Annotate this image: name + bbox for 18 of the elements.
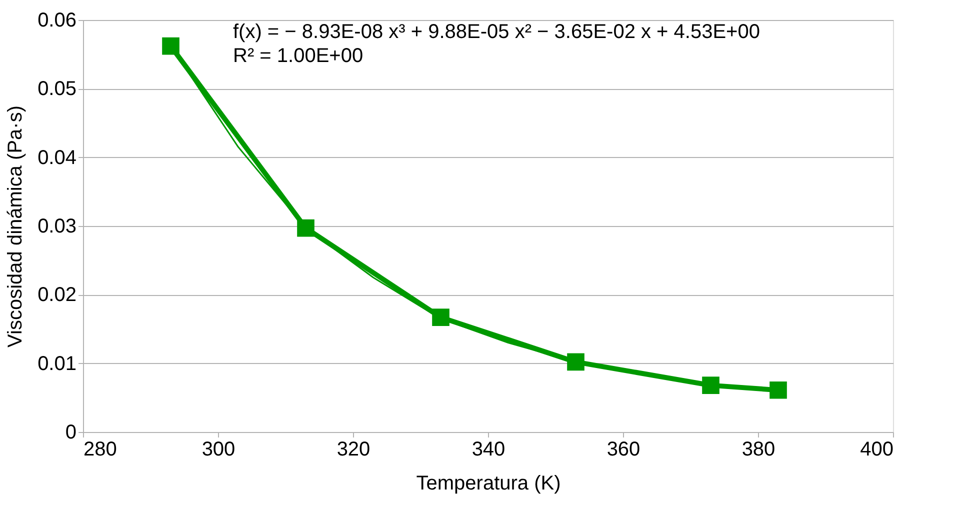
y-tick-label: 0.06 xyxy=(38,10,76,32)
y-tick-label: 0.01 xyxy=(38,352,76,375)
y-tick-label: 0.03 xyxy=(38,216,76,238)
x-axis-title: Temperatura (K) xyxy=(416,472,561,494)
annotation: f(x) = − 8.93E-08 x³ + 9.88E-05 x² − 3.65E-02 x + 4.53E+00 xyxy=(233,21,760,43)
y-tick-label: 0 xyxy=(65,422,76,444)
x-tick-label: 300 xyxy=(202,438,236,460)
annotation: R² = 1.00E+00 xyxy=(233,45,364,67)
y-tick-label: 0.05 xyxy=(38,78,76,100)
x-tick-label: 320 xyxy=(336,438,370,460)
y-tick-label: 0.04 xyxy=(38,146,76,169)
x-tick-label: 380 xyxy=(742,438,776,460)
x-tick-label: 280 xyxy=(84,438,117,460)
y-axis-title: Viscosidad dinámica (Pa·s) xyxy=(4,106,27,348)
y-tick-label: 0.02 xyxy=(38,284,76,306)
x-tick-label: 360 xyxy=(606,438,640,460)
x-tick-label: 400 xyxy=(860,438,894,460)
x-tick-label: 340 xyxy=(472,438,506,460)
